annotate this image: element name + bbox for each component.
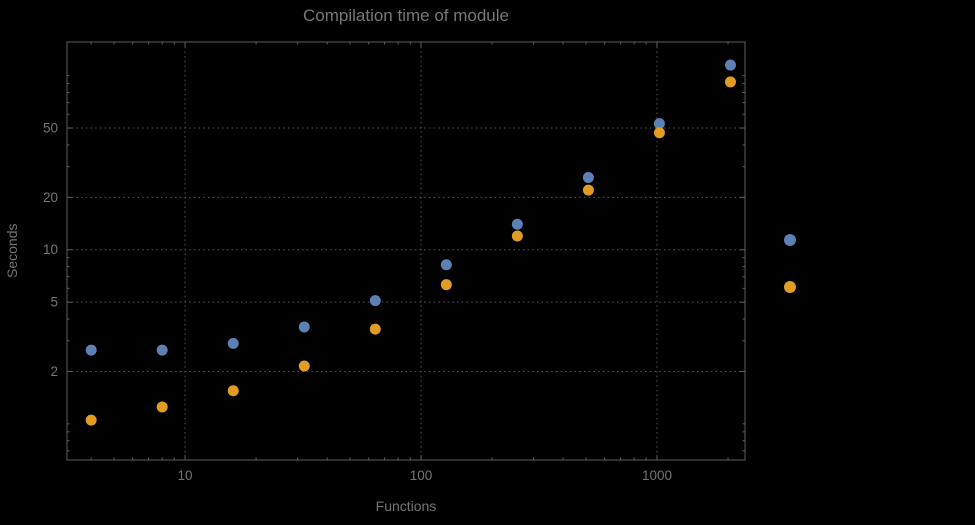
data-point [724,76,736,88]
axis-ticks [67,42,745,460]
data-point [653,127,665,139]
y-tick-label: 20 [43,190,58,205]
data-point [369,295,381,307]
data-point [156,401,168,413]
data-point [85,414,97,426]
data-point [582,184,594,196]
y-tick-label: 5 [50,295,58,310]
legend [784,234,796,293]
data-point [227,385,239,397]
data-point [582,171,594,183]
y-tick-label: 50 [43,121,58,136]
legend-marker [784,281,796,293]
data-point [440,259,452,271]
data-point [724,59,736,71]
chart-title: Compilation time of module [303,6,509,25]
data-point [298,360,310,372]
x-tick-label: 100 [410,468,433,483]
plot-frame [66,41,746,461]
legend-marker [784,234,796,246]
gridlines [67,42,745,460]
series-orange [85,76,736,426]
data-point [85,344,97,356]
data-point [653,118,665,130]
y-tick-label: 2 [50,364,58,379]
data-point [511,230,523,242]
data-point [298,321,310,333]
series-blue [85,59,736,356]
x-axis-label: Functions [375,498,437,514]
data-point [227,337,239,349]
x-tick-label: 10 [178,468,193,483]
y-tick-label: 10 [43,242,58,257]
data-point [511,218,523,230]
data-point [369,323,381,335]
data-point [156,344,168,356]
data-point [440,279,452,291]
x-tick-label: 1000 [642,468,672,483]
tick-labels: 10 100 1000 2 5 10 20 50 [43,121,672,483]
